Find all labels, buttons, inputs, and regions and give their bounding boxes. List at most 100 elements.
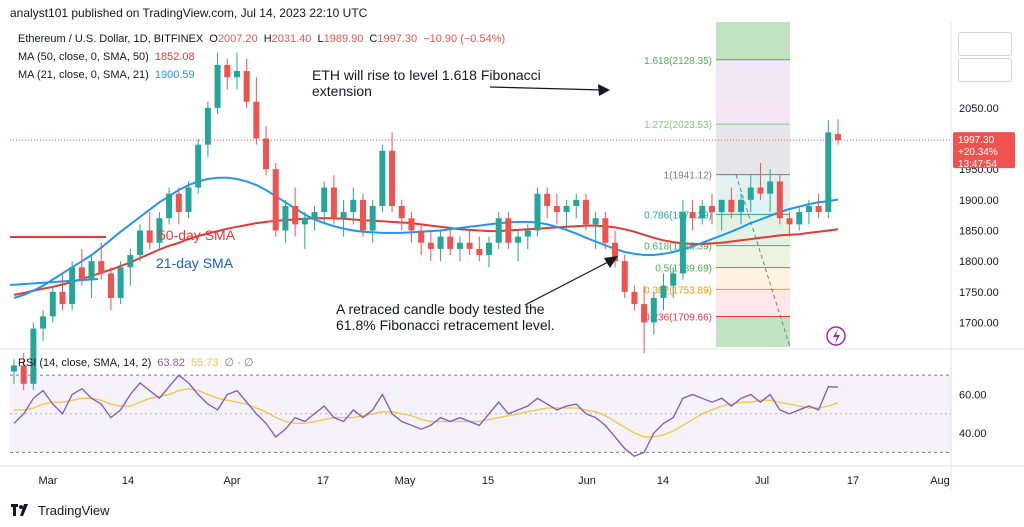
price-badge-price: 1997.30 (958, 135, 995, 146)
candle-body (10, 365, 18, 372)
candle (825, 120, 832, 219)
candle-body (214, 64, 221, 108)
candle-body (437, 236, 444, 249)
eth-note-line: ETH will rise to level 1.618 Fibonacci (312, 67, 541, 83)
candle-body (776, 181, 783, 219)
h-value: 2031.40 (271, 33, 312, 45)
candle-body (757, 187, 764, 194)
candle-body (175, 193, 182, 213)
candle (776, 175, 783, 225)
candle (553, 193, 560, 225)
candle-body (107, 273, 114, 298)
time-axis: Mar 14 Apr 17 May 15 Jun 14 Jul 17 Aug (39, 475, 950, 487)
l-value: 1989.90 (323, 33, 364, 45)
candle (437, 230, 444, 262)
rsi-legend: RSI (14, close, SMA, 14, 2) 63.82 55.73 … (18, 356, 253, 369)
candle-body (689, 212, 696, 219)
rsi-pane: 60.00 40.00 (10, 374, 987, 457)
candle-body (117, 267, 124, 298)
zoom-button-2[interactable] (958, 58, 1012, 82)
fib-zone-7 (716, 316, 790, 347)
candle-body (263, 138, 270, 170)
rsi-tick: 40.00 (959, 428, 987, 440)
candle (534, 187, 541, 237)
fib-zone-4 (716, 245, 790, 268)
time-tick: Mar (39, 475, 58, 487)
candle (670, 267, 677, 298)
ma50-legend-value: 1852.08 (154, 51, 195, 63)
candle (137, 224, 144, 262)
candle-body (534, 193, 541, 231)
candle (718, 199, 725, 231)
candle-body (641, 304, 648, 323)
candle-body (582, 199, 589, 225)
candle-body (670, 273, 677, 286)
candle (30, 322, 37, 390)
eth-arrow (489, 86, 605, 91)
candle-body (195, 144, 202, 188)
candle (107, 267, 114, 311)
candle-body (427, 242, 434, 249)
candle (98, 242, 105, 280)
candle-body (834, 134, 842, 141)
candle-body (243, 71, 250, 102)
candle-body (185, 187, 192, 213)
candle (224, 58, 231, 90)
candle-body (69, 267, 76, 305)
retrace-arrowhead (604, 256, 618, 268)
fib-label-0.236: 0.236(1709.66) (644, 313, 712, 324)
eth-note-line: extension (312, 83, 372, 99)
price-tick: 1800.00 (959, 256, 999, 268)
fib-zone-6 (716, 289, 790, 317)
eth-arrowhead (598, 84, 610, 96)
candle (204, 101, 211, 157)
time-tick: 17 (317, 475, 329, 487)
tradingview-logo-icon (10, 503, 32, 517)
candle-body (563, 205, 570, 213)
candle-body (592, 218, 599, 225)
annotations: ETH will rise to level 1.618 Fibonacci ex… (156, 67, 618, 333)
candle-body (738, 199, 745, 213)
candle-body (166, 193, 173, 219)
candle-body (524, 230, 531, 237)
rsi-legend-label: RSI (14, close, SMA, 14, 2) (18, 357, 152, 369)
candle (767, 169, 774, 213)
fib-label-0.382: 0.382(1753.89) (644, 285, 712, 296)
hidden-icon[interactable]: ∅ · ∅ (224, 357, 254, 369)
candle-body (127, 255, 134, 268)
candle-body (418, 230, 425, 243)
candle-body (282, 205, 289, 231)
candle-body (631, 291, 638, 305)
ma21-legend-label: MA (21, close, 0, SMA, 21) (18, 69, 149, 81)
candle (641, 285, 648, 354)
candle-body (621, 261, 628, 292)
candle-body (544, 193, 551, 206)
candle-body (515, 236, 522, 243)
candle-body (49, 291, 56, 317)
candle (728, 187, 735, 219)
candle-body (495, 218, 502, 243)
candle (282, 199, 289, 243)
change-value: −10.90 (−0.54%) (423, 33, 506, 45)
candle-body (456, 242, 463, 249)
candle (505, 212, 512, 249)
candle-body (728, 199, 735, 213)
retrace-note: A retraced candle body tested the 61.8% F… (336, 301, 555, 333)
zoom-button[interactable] (958, 32, 1012, 56)
ma21-fragment (9, 278, 99, 286)
candle (757, 163, 764, 200)
rsi-legend-value: 63.82 (157, 357, 185, 369)
ma21-legend: MA (21, close, 0, SMA, 21) 1900.59 (18, 69, 195, 81)
candle (689, 199, 696, 231)
candle (214, 52, 221, 114)
candle-body (321, 187, 328, 213)
candle (612, 230, 619, 268)
time-tick: Jun (578, 475, 596, 487)
candle-body (340, 212, 347, 219)
price-tick: 1850.00 (959, 225, 999, 237)
retrace-arrow (524, 259, 613, 306)
candle (456, 236, 463, 262)
ma50-legend-label: MA (50, close, 0, SMA, 50) (18, 51, 149, 63)
candle (573, 193, 580, 219)
